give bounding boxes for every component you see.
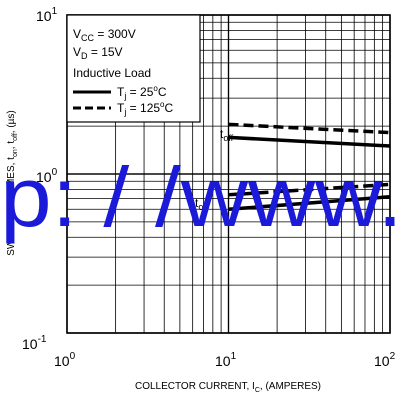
condition-load: Inductive Load (73, 66, 151, 80)
x-tick-label-100: 102 (374, 351, 396, 369)
legend-box (66, 14, 201, 123)
x-tick-label-10: 101 (215, 351, 237, 369)
y-axis-label: SWITCHING TIMES, ton, toff, (µs) (6, 110, 19, 256)
condition-vd: VD = 15V (73, 45, 123, 61)
legend-label-125c: Tj = 125oC (117, 100, 174, 117)
y-tick-label-0.1: 10-1 (22, 334, 47, 352)
x-axis-label: COLLECTOR CURRENT, IC, (AMPERES) (135, 381, 321, 394)
condition-vcc: VCC = 300V (73, 27, 136, 43)
watermark-text: p: / /www. (0, 150, 403, 244)
annotation-toff: toff (220, 127, 234, 143)
y-tick-label-10: 101 (36, 6, 58, 24)
series-line-t_on-125c (228, 182, 391, 197)
plot-frame (66, 14, 391, 334)
x-tick-label-1: 100 (54, 351, 76, 369)
series-line-t_off-125c (228, 122, 391, 135)
legend-label-25c: Tj = 25oC (117, 84, 167, 101)
annotation-ton: ton (195, 196, 208, 212)
series-line-t_on-25c (228, 194, 391, 212)
y-tick-label-1: 100 (36, 167, 58, 185)
series-line-t_off-25c (228, 135, 391, 148)
series-group (228, 122, 391, 212)
